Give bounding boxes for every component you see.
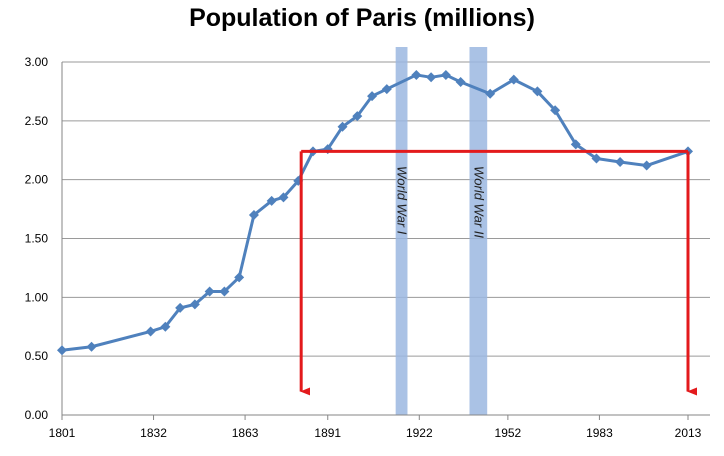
y-tick-label: 1.00: [25, 290, 49, 304]
data-point: [278, 192, 289, 203]
y-tick-label: 3.00: [25, 55, 49, 69]
data-point: [219, 286, 230, 297]
data-point: [266, 195, 277, 206]
x-tick-label: 1832: [140, 426, 167, 440]
data-point: [234, 272, 245, 283]
data-point: [367, 91, 378, 102]
y-tick-label: 2.50: [25, 114, 49, 128]
data-point: [641, 160, 652, 171]
data-point: [248, 209, 259, 220]
data-point: [550, 105, 561, 116]
war-bands: World War I World War II: [395, 47, 488, 415]
x-tick-label: 1983: [586, 426, 613, 440]
y-tick-label: 1.50: [25, 232, 49, 246]
y-tick-label: 2.00: [25, 173, 49, 187]
data-point: [532, 86, 543, 97]
annotations: [299, 149, 697, 396]
axes: 0.00 0.50 1.00 1.50 2.00 2.50 3.00 1801 1832 1863…: [25, 55, 710, 440]
data-point: [86, 341, 97, 352]
band-label: World War I: [395, 166, 410, 235]
data-point: [57, 345, 67, 356]
data-point: [411, 69, 422, 80]
data-point: [591, 153, 602, 164]
data-point: [508, 74, 519, 85]
data-point: [160, 321, 171, 332]
data-point: [570, 139, 581, 150]
data-point: [337, 121, 348, 132]
x-tick-label: 2013: [675, 426, 702, 440]
y-tick-label: 0.50: [25, 349, 49, 363]
data-point: [145, 326, 156, 337]
world-war-i-band: [395, 47, 408, 415]
data-point: [440, 69, 451, 80]
data-point: [381, 84, 392, 95]
x-tick-label: 1801: [49, 426, 76, 440]
data-point: [455, 77, 466, 88]
band-label: World War II: [471, 166, 486, 238]
x-tick-label: 1952: [495, 426, 522, 440]
population-series-line: [61, 73, 689, 352]
gridlines: [62, 61, 710, 357]
x-tick-label: 1922: [406, 426, 433, 440]
world-war-ii-band: [469, 47, 488, 415]
data-point: [615, 157, 626, 168]
data-point: [175, 302, 186, 313]
x-tick-label: 1863: [232, 426, 259, 440]
data-point: [426, 72, 437, 83]
chart-title: Population of Paris (millions): [189, 4, 535, 32]
data-point: [204, 286, 215, 297]
data-point: [352, 111, 363, 122]
x-tick-label: 1891: [314, 426, 341, 440]
y-tick-label: 0.00: [25, 408, 49, 422]
series-layer: [57, 69, 693, 356]
data-point: [189, 299, 200, 310]
data-point: [485, 88, 496, 99]
